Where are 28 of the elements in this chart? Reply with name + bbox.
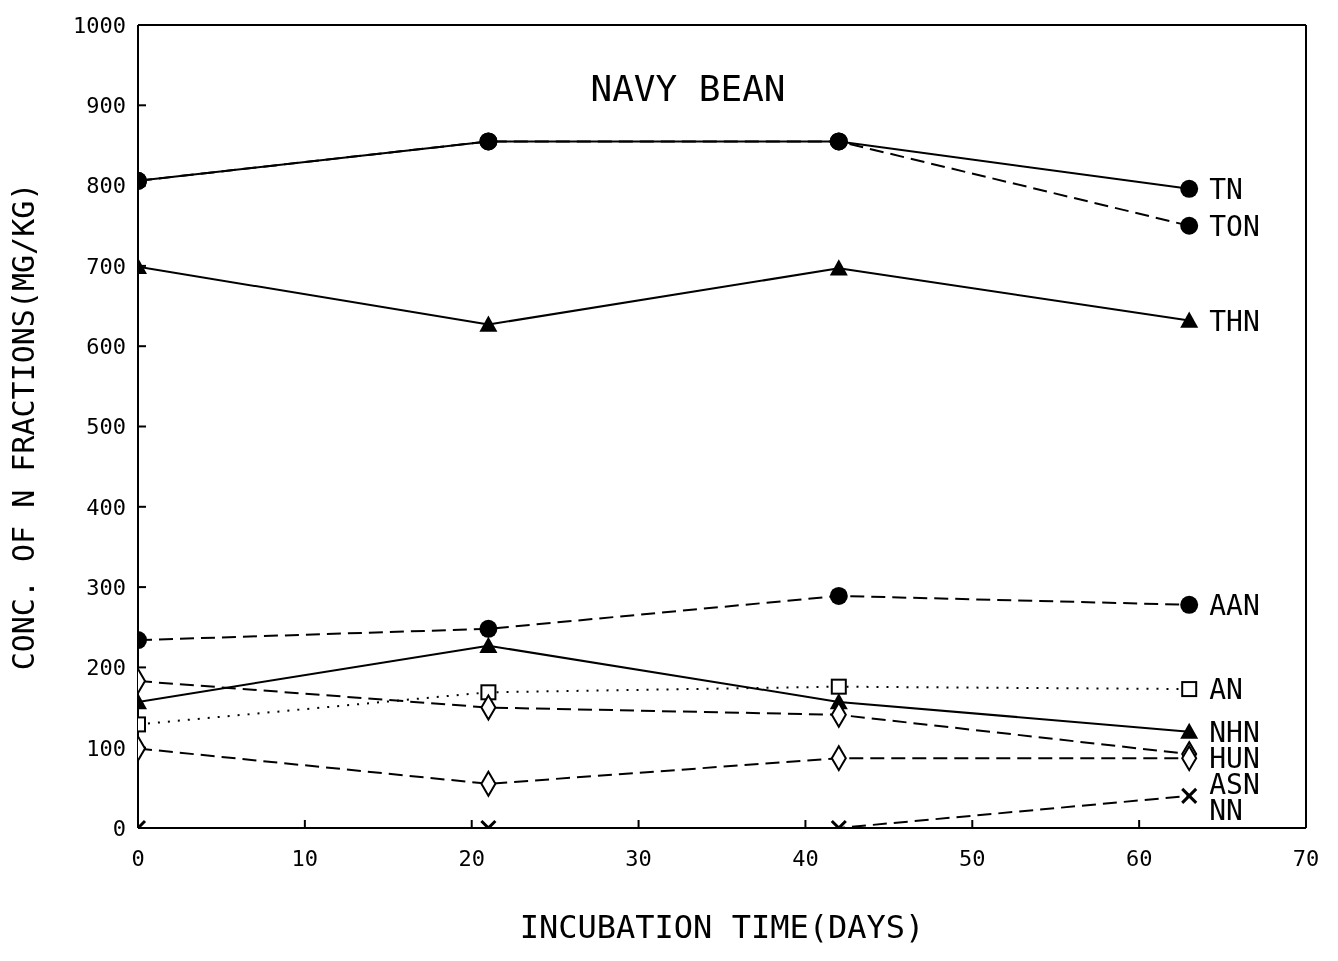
y-tick-label: 400 bbox=[86, 494, 126, 520]
x-axis-title: INCUBATION TIME(DAYS) bbox=[519, 908, 925, 946]
x-tick-label: 40 bbox=[792, 845, 819, 871]
y-tick-label: 300 bbox=[86, 574, 126, 600]
x-tick-label: 30 bbox=[625, 845, 652, 871]
y-tick-label: 900 bbox=[86, 93, 126, 119]
y-tick-label: 0 bbox=[112, 815, 126, 841]
series-label: AN bbox=[1209, 673, 1243, 707]
y-tick-label: 700 bbox=[86, 253, 126, 279]
series-label: TON bbox=[1209, 209, 1260, 243]
series-label: AAN bbox=[1209, 588, 1260, 622]
y-tick-label: 800 bbox=[86, 173, 126, 199]
y-tick-label: 1000 bbox=[73, 12, 126, 38]
y-axis-title: CONC. OF N FRACTIONS(MG/KG) bbox=[5, 182, 41, 671]
series-label: THN bbox=[1209, 304, 1260, 338]
x-tick-label: 70 bbox=[1292, 845, 1320, 871]
y-tick-label: 100 bbox=[86, 735, 126, 761]
text: NAVY BEAN bbox=[589, 68, 787, 109]
x-tick-label: 20 bbox=[458, 845, 485, 871]
x-tick-label: 0 bbox=[131, 845, 145, 871]
y-tick-label: 500 bbox=[86, 414, 126, 440]
x-tick-label: 60 bbox=[1125, 845, 1153, 871]
x-tick-label: 10 bbox=[291, 845, 319, 871]
y-tick-label: 200 bbox=[86, 655, 126, 681]
series-label: TN bbox=[1209, 172, 1243, 206]
series-label: NN bbox=[1209, 793, 1243, 827]
x-tick-label: 50 bbox=[959, 845, 986, 871]
y-tick-label: 600 bbox=[86, 334, 126, 360]
